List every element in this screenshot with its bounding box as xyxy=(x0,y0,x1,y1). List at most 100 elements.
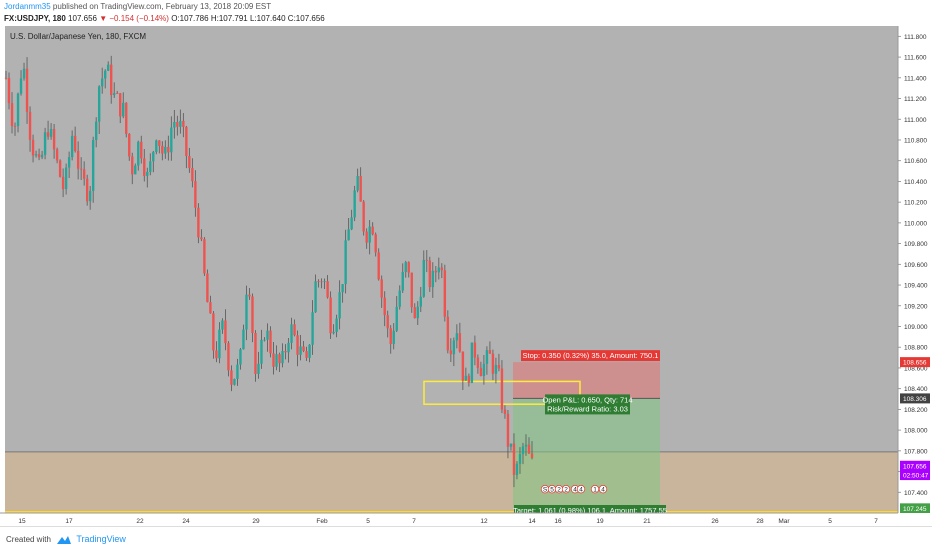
y-tick-label: 109.400 xyxy=(904,283,928,290)
event-marker-label: 4 xyxy=(601,487,605,494)
candle-body xyxy=(413,307,416,319)
candle-body xyxy=(176,121,179,127)
candle-body xyxy=(512,443,516,475)
event-marker-label: S xyxy=(543,487,548,494)
candle-body xyxy=(149,161,152,172)
event-marker-label: 5 xyxy=(550,487,554,494)
event-marker-label: 4 xyxy=(573,487,577,494)
candle-body xyxy=(356,176,359,191)
candle-body xyxy=(281,351,284,364)
candle-body xyxy=(212,313,215,351)
time-axis xyxy=(0,513,932,526)
y-tick-label: 108.000 xyxy=(904,428,928,435)
candle-body xyxy=(488,350,492,354)
candle-body xyxy=(443,270,447,317)
candle-body xyxy=(242,329,245,350)
candle-body xyxy=(140,141,143,159)
candle-body xyxy=(437,267,441,273)
candle-body xyxy=(58,160,62,177)
candle-body xyxy=(64,167,68,190)
plot-background xyxy=(5,26,898,513)
candle-body xyxy=(515,463,519,475)
price-tag-label: 108.656 xyxy=(903,360,927,367)
y-tick-label: 110.600 xyxy=(904,158,927,165)
y-tick-label: 111.200 xyxy=(904,96,927,103)
candle-body xyxy=(506,413,510,447)
candle-body xyxy=(425,259,428,261)
x-tick-label: 14 xyxy=(528,518,536,525)
candle-body xyxy=(131,156,134,175)
price-chart[interactable]: U.S. Dollar/Japanese Yen, 180, FXCM Stop:… xyxy=(0,26,932,526)
candle-body xyxy=(467,375,471,383)
y-tick-label: 107.800 xyxy=(904,448,928,455)
candle-body xyxy=(116,93,119,94)
published-text: published on TradingView.com, February 1… xyxy=(52,2,272,11)
reward-zone xyxy=(513,398,660,509)
x-tick-label: 16 xyxy=(554,518,562,525)
candle-body xyxy=(377,252,380,280)
price-tag-box xyxy=(900,470,930,481)
pnl-label-text: Risk/Reward Ratio: 3.03 xyxy=(547,404,628,413)
candle-body xyxy=(380,279,383,298)
candle-body xyxy=(13,126,17,127)
y-tick-label: 109.200 xyxy=(904,303,928,310)
candle-body xyxy=(329,297,332,334)
candle-body xyxy=(103,70,107,79)
candle-body xyxy=(164,146,167,154)
candle-body xyxy=(503,409,507,414)
candle-body xyxy=(122,102,125,117)
candle-body xyxy=(221,320,224,330)
pnl-label-box xyxy=(545,394,630,415)
candle-body xyxy=(245,294,248,330)
candle-body xyxy=(233,378,236,385)
candle-body xyxy=(452,340,456,355)
event-marker xyxy=(561,484,571,494)
candle-body xyxy=(407,262,410,273)
candle-body xyxy=(22,68,26,79)
candle-body xyxy=(470,342,474,383)
candle-body xyxy=(368,226,371,243)
candle-body xyxy=(55,149,59,161)
publication-line: Jordanmm35 published on TradingView.com,… xyxy=(4,2,271,11)
candle-body xyxy=(224,320,227,344)
event-marker xyxy=(590,484,600,494)
candle-body xyxy=(19,78,23,94)
candle-body xyxy=(161,145,164,154)
x-tick-label: 26 xyxy=(711,518,719,525)
x-tick-label: 19 xyxy=(596,518,604,525)
candle-body xyxy=(179,120,182,127)
price-change: −0.154 (−0.14%) xyxy=(109,14,169,23)
candle-body xyxy=(10,103,14,127)
x-tick-label: 5 xyxy=(366,518,370,525)
candle-body xyxy=(275,354,278,367)
brand-name[interactable]: TradingView xyxy=(76,534,126,544)
candle-body xyxy=(389,328,392,344)
close-value: C:107.656 xyxy=(287,14,325,23)
candle-body xyxy=(40,154,44,158)
chart-area[interactable]: U.S. Dollar/Japanese Yen, 180, FXCM Stop:… xyxy=(0,26,932,526)
candle-body xyxy=(91,140,95,191)
candle-body xyxy=(476,357,480,368)
candle-body xyxy=(416,306,419,319)
y-tick-label: 111.600 xyxy=(904,55,927,62)
candle-body xyxy=(482,363,486,377)
candle-body xyxy=(308,344,311,358)
candle-body xyxy=(97,86,101,122)
open-value: O:107.786 xyxy=(171,14,209,23)
author-link[interactable]: Jordanmm35 xyxy=(4,2,51,11)
candle-body xyxy=(110,64,113,96)
candle-body xyxy=(94,121,98,141)
candle-body xyxy=(143,158,146,176)
x-tick-label: 17 xyxy=(65,518,73,525)
risk-zone xyxy=(513,362,660,399)
candle-body xyxy=(170,127,173,153)
candle-body xyxy=(494,364,498,374)
candle-body xyxy=(347,229,350,241)
candle-body xyxy=(7,78,11,104)
candle-body xyxy=(218,329,221,359)
event-marker-label: 1 xyxy=(593,487,597,494)
candle-body xyxy=(530,453,534,458)
support-zone xyxy=(5,451,898,513)
stop-label: Stop: 0.350 (0.32%) 35.0, Amount: 750.1 xyxy=(521,350,660,362)
candle-body xyxy=(278,354,281,364)
